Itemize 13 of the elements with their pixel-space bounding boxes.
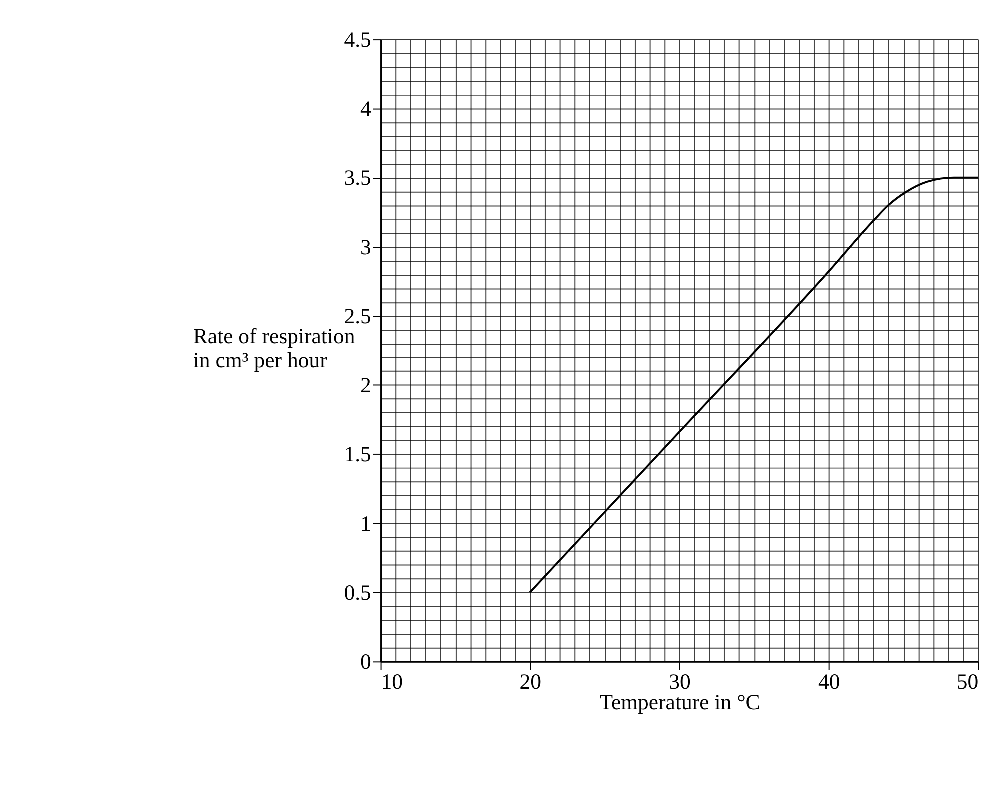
x-tick-label: 50 <box>956 670 979 694</box>
y-tick-label: 0.5 <box>344 580 372 605</box>
y-tick-label: 1.5 <box>344 442 372 467</box>
y-tick-label: 4 <box>360 97 372 122</box>
x-tick-label: 40 <box>818 670 840 694</box>
y-tick-label: 1 <box>360 512 372 536</box>
y-tick-label: 4.5 <box>344 28 372 52</box>
y-tick-label: 0 <box>360 650 372 674</box>
x-tick-label: 20 <box>520 670 542 694</box>
x-tick-label: 10 <box>381 670 404 694</box>
y-tick-label: 3 <box>360 235 372 260</box>
y-tick-label: 2 <box>360 374 372 398</box>
y-tick-label: 3.5 <box>344 166 372 190</box>
